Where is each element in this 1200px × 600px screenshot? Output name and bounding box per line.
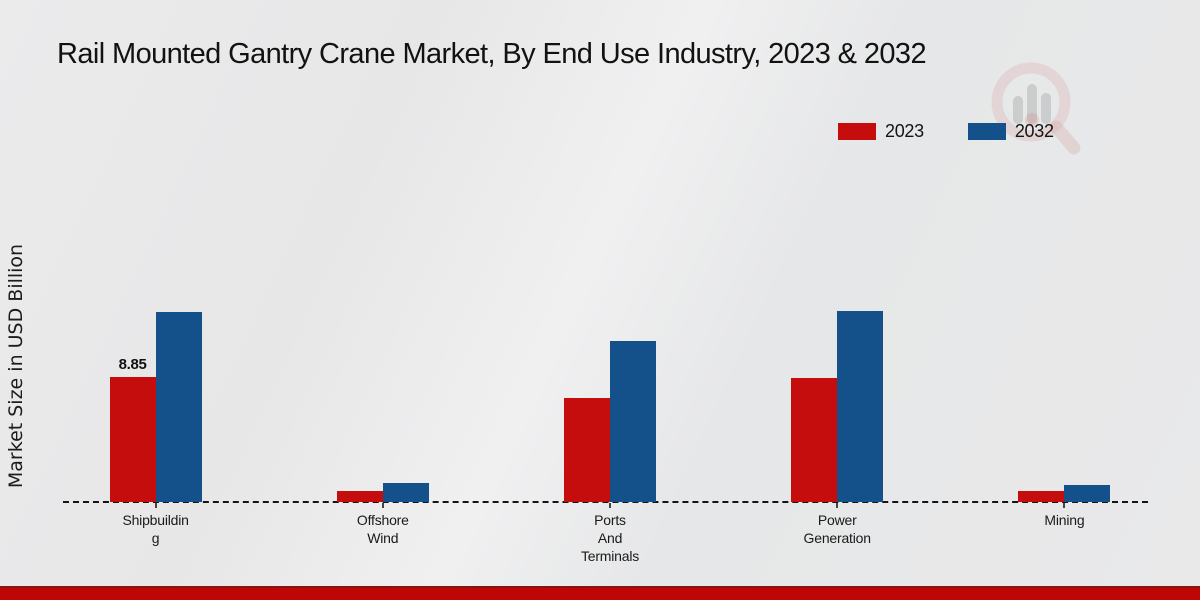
legend-item-2032: 2032 [967, 121, 1054, 142]
bar-2032-power-generation [837, 311, 884, 502]
bar-value-label-2023-shipbuilding: 8.85 [118, 356, 147, 374]
legend-item-2023: 2023 [838, 121, 924, 142]
legend-swatch-2023 [838, 123, 876, 140]
category-label-offshore-wind: Offshore Wind [356, 512, 409, 546]
category-label-mining: Mining [1044, 512, 1085, 528]
footer-red-band [0, 586, 1200, 600]
x-axis-tick [1063, 503, 1066, 508]
category-label-power-generation: Power Generation [803, 512, 871, 546]
bar-2023-offshore-wind [336, 490, 383, 502]
x-axis-tick [381, 503, 384, 508]
bar-2032-shipbuilding [155, 312, 202, 502]
bar-2023-shipbuilding [109, 377, 156, 502]
x-axis-tick [154, 503, 157, 508]
magnifier-bar-chart-logo-icon [991, 62, 1081, 155]
legend: 2023 2032 [838, 121, 1054, 142]
bar-2023-mining [1018, 490, 1065, 502]
legend-swatch-2032 [967, 123, 1006, 140]
legend-label: 2032 [1014, 121, 1054, 141]
bar-2032-ports-and-terminals [610, 341, 656, 502]
bar-2032-mining [1064, 485, 1111, 502]
x-axis-line [63, 501, 1148, 503]
category-label-shipbuilding: Shipbuildin g [122, 512, 189, 546]
x-axis-tick [836, 503, 839, 508]
x-axis-tick [609, 503, 611, 508]
legend-label: 2023 [885, 121, 924, 141]
bar-2023-ports-and-terminals [564, 397, 610, 502]
bar-2032-offshore-wind [382, 482, 429, 502]
category-label-ports-and-terminals: Ports And Terminals [580, 512, 640, 564]
bar-2023-power-generation [791, 377, 838, 502]
chart-title: Rail Mounted Gantry Crane Market, By End… [57, 38, 927, 70]
